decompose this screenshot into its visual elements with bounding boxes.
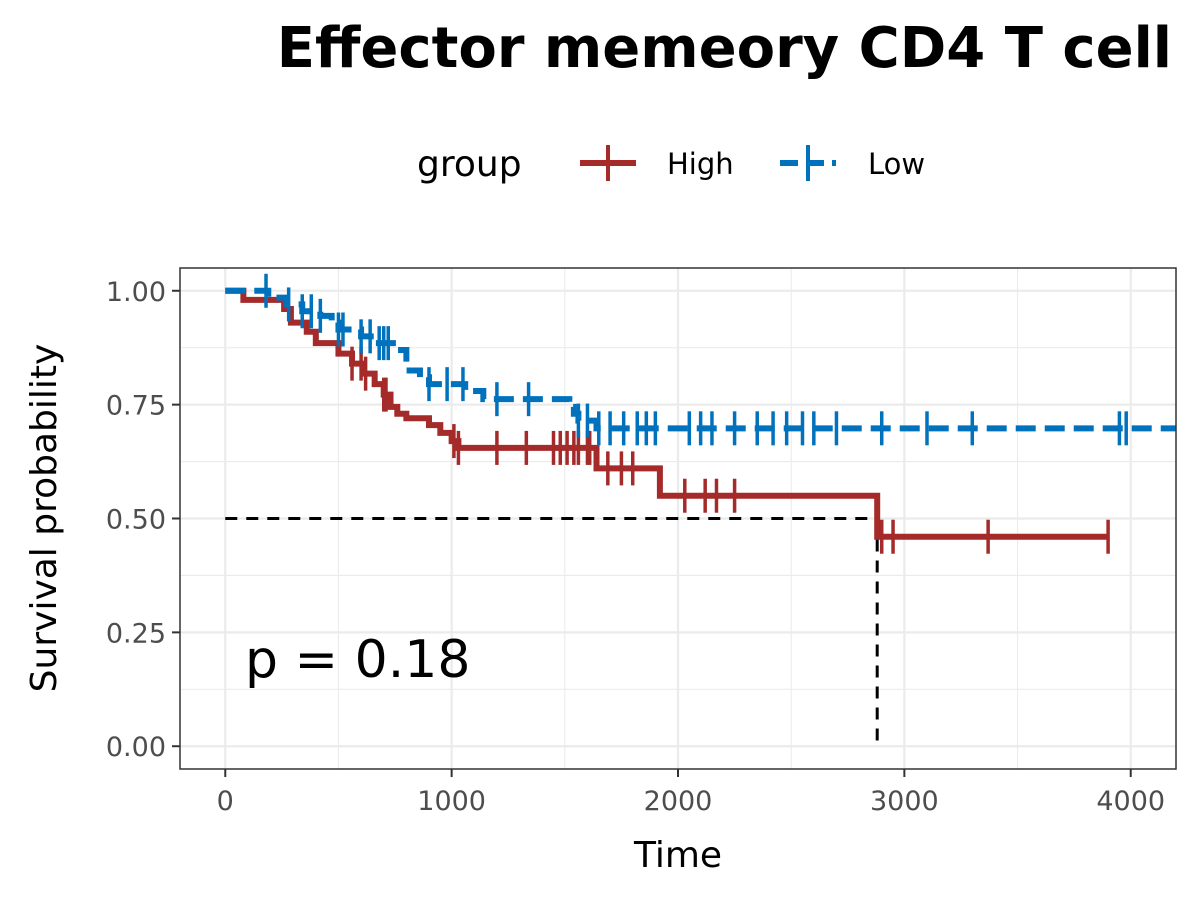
x-tick-label: 4000 — [1096, 786, 1165, 817]
plot-area — [179, 267, 1177, 770]
chart-title: Effector memeory CD4 T cell — [277, 16, 1172, 81]
x-tick-label: 2000 — [644, 786, 713, 817]
median-survival-lines — [225, 517, 879, 747]
legend-label-low: Low — [868, 147, 925, 181]
legend-title: group — [417, 144, 522, 185]
legend: group High Low — [417, 144, 925, 185]
axes: 0 1000 2000 3000 4000 0.00 0.25 0.50 0.75 1.00 — [106, 277, 1165, 817]
survival-curve-low — [225, 287, 1176, 432]
series-low — [225, 273, 1176, 446]
x-axis-title: Time — [633, 835, 722, 876]
x-tick-label: 1000 — [417, 786, 486, 817]
x-tick-label: 3000 — [870, 786, 939, 817]
y-tick-label: 0.50 — [106, 505, 166, 536]
y-axis-title: Survival probability — [24, 344, 65, 693]
y-tick-label: 1.00 — [106, 277, 166, 308]
x-tick-label: 0 — [217, 786, 234, 817]
y-tick-label: 0.75 — [106, 391, 166, 422]
legend-label-high: High — [667, 147, 734, 181]
p-value-annotation: p = 0.18 — [245, 630, 470, 690]
y-tick-label: 0.25 — [106, 618, 166, 649]
series-high — [225, 287, 1110, 554]
survival-curves — [225, 273, 1176, 554]
y-tick-label: 0.00 — [106, 732, 166, 763]
legend-key-high — [580, 145, 636, 181]
legend-key-low — [780, 145, 836, 181]
